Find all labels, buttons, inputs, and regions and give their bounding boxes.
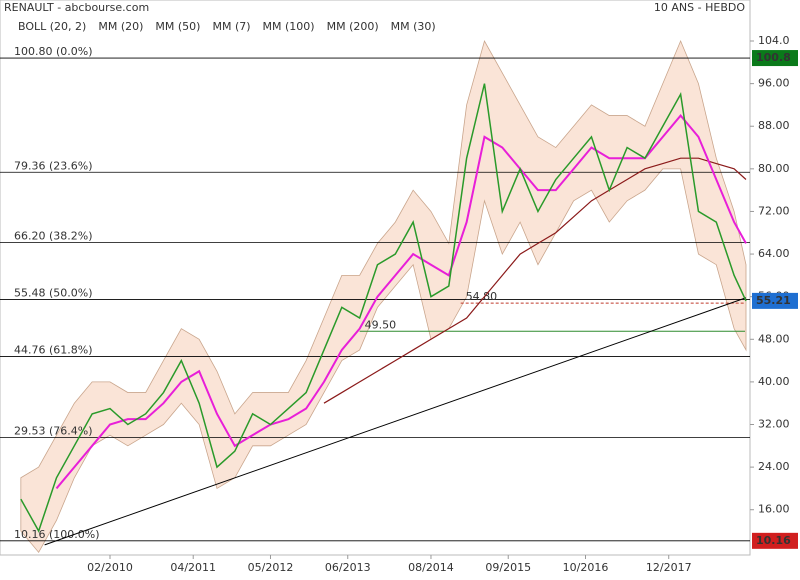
trend-line xyxy=(44,297,747,546)
x-tick-label: 04/2011 xyxy=(170,561,216,574)
fib-label: 66.20 (38.2%) xyxy=(14,229,93,242)
y-tick-label: 104.0 xyxy=(758,34,790,47)
y-tick-label: 24.00 xyxy=(758,460,790,473)
fib-label: 29.53 (76.4%) xyxy=(14,425,93,438)
price-tag xyxy=(752,50,798,67)
y-tick-label: 96.00 xyxy=(758,77,790,90)
annotation-label: 49.50 xyxy=(365,318,397,331)
chart-subtitle: 10 ANS - HEBDO xyxy=(654,1,745,14)
plot-frame xyxy=(0,0,751,556)
price-tag xyxy=(752,292,798,309)
x-tick-label: 10/2016 xyxy=(563,561,609,574)
legend-entry: MM (30) xyxy=(391,20,436,33)
moving-average xyxy=(55,114,747,490)
legend-entry: MM (7) xyxy=(212,20,250,33)
x-tick-label: 09/2015 xyxy=(485,561,531,574)
y-tick-label: 40.00 xyxy=(758,375,790,388)
price-tag-label: 55.21 xyxy=(756,294,791,307)
fib-label: 10.16 (100.0%) xyxy=(14,528,100,541)
x-tick-label: 12/2017 xyxy=(646,561,692,574)
legend-entry: BOLL (20, 2) xyxy=(18,20,86,33)
fib-label: 44.76 (61.8%) xyxy=(14,344,93,357)
price-tag-label: 10.16 xyxy=(756,534,791,547)
chart-title: RENAULT - abcbourse.com xyxy=(4,1,149,14)
y-tick-label: 72.00 xyxy=(758,204,790,217)
y-tick-label: 32.00 xyxy=(758,418,790,431)
y-tick-label: 48.00 xyxy=(758,332,790,345)
x-tick-label: 05/2012 xyxy=(248,561,294,574)
x-tick-label: 08/2014 xyxy=(408,561,454,574)
price-tag xyxy=(752,532,798,549)
fib-label: 79.36 (23.6%) xyxy=(14,159,93,172)
legend-entry: MM (50) xyxy=(155,20,200,33)
fib-label: 55.48 (50.0%) xyxy=(14,286,93,299)
y-tick-label: 88.00 xyxy=(758,119,790,132)
legend-entry: MM (100) xyxy=(263,20,315,33)
legend-entry: MM (20) xyxy=(98,20,143,33)
y-tick-label: 16.00 xyxy=(758,503,790,516)
x-tick-label: 02/2010 xyxy=(87,561,133,574)
price-tag-label: 100.8 xyxy=(756,51,791,64)
annotation-label: 54.80 xyxy=(466,290,498,303)
y-tick-label: 80.00 xyxy=(758,162,790,175)
x-tick-label: 06/2013 xyxy=(325,561,371,574)
price-line xyxy=(20,83,747,533)
moving-average xyxy=(323,157,747,404)
fib-label: 100.80 (0.0%) xyxy=(14,45,93,58)
y-tick-label: 64.00 xyxy=(758,247,790,260)
legend-entry: MM (200) xyxy=(327,20,379,33)
